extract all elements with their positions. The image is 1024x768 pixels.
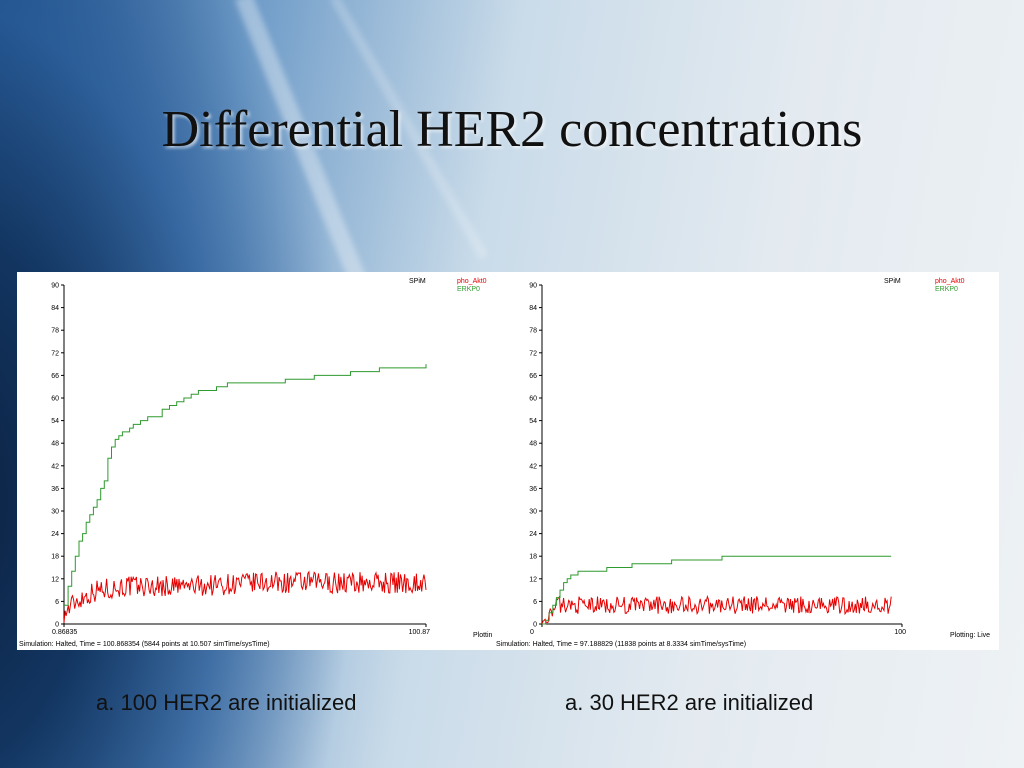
y-tick-label: 54 <box>529 418 537 425</box>
y-tick-label: 66 <box>51 373 59 380</box>
simulation-status-text: Simulation: Halted, Time = 97.188829 (11… <box>496 641 746 648</box>
chart-panel-b: 0 6 12 18 24 30 36 42 48 54 60 66 72 78 84 90 0 100 SPiM ph… <box>494 272 999 650</box>
chart-brand-label: SPiM <box>409 278 426 285</box>
y-tick-label: 36 <box>51 486 59 493</box>
y-tick-label: 0 <box>55 622 59 629</box>
y-tick-label: 72 <box>51 350 59 357</box>
y-tick-label: 60 <box>51 396 59 403</box>
plotting-status-text: Plottin <box>473 632 493 639</box>
caption-b: a. 30 HER2 are initialized <box>565 690 814 715</box>
plotting-status-text: Plotting: Live <box>950 632 990 639</box>
legend-entry-ERKP0: ERKP0 <box>457 286 480 293</box>
y-tick-label: 12 <box>51 576 59 583</box>
y-tick-label: 84 <box>529 305 537 312</box>
chart-a: 0 6 12 18 24 30 36 42 48 54 60 66 72 78 84 90 0.86835 100… <box>19 278 493 648</box>
y-tick-label: 0 <box>533 622 537 629</box>
legend-entry-pho_Akt0: pho_Akt0 <box>935 278 965 285</box>
y-tick-label: 24 <box>529 531 537 538</box>
y-tick-label: 12 <box>529 576 537 583</box>
chart-brand-label: SPiM <box>884 278 901 285</box>
y-tick-label: 6 <box>55 599 59 606</box>
caption-a: a. 100 HER2 are initialized <box>96 690 357 715</box>
y-tick-label: 42 <box>51 463 59 470</box>
y-tick-label: 54 <box>51 418 59 425</box>
x-tick-label: 100.87 <box>409 629 431 636</box>
y-tick-label: 18 <box>51 554 59 561</box>
y-tick-label: 66 <box>529 373 537 380</box>
legend-entry-ERKP0: ERKP0 <box>935 286 958 293</box>
y-tick-label: 48 <box>529 441 537 448</box>
simulation-status-text: Simulation: Halted, Time = 100.868354 (5… <box>19 641 270 648</box>
y-tick-label: 72 <box>529 350 537 357</box>
y-tick-label: 90 <box>529 283 537 290</box>
y-tick-label: 48 <box>51 441 59 448</box>
chart-panel-a: 0 6 12 18 24 30 36 42 48 54 60 66 72 78 84 90 0.86835 100… <box>17 272 495 650</box>
y-tick-label: 6 <box>533 599 537 606</box>
legend-entry-pho_Akt0: pho_Akt0 <box>457 278 487 285</box>
x-tick-label: 100 <box>894 629 906 636</box>
chart-b: 0 6 12 18 24 30 36 42 48 54 60 66 72 78 84 90 0 100 SPiM ph… <box>496 278 990 648</box>
series-pho_Akt0-line <box>63 570 427 623</box>
y-tick-label: 78 <box>51 328 59 335</box>
y-tick-label: 78 <box>529 328 537 335</box>
x-tick-label: 0.86835 <box>52 629 77 636</box>
y-tick-label: 36 <box>529 486 537 493</box>
series-pho_Akt0-line <box>541 594 892 625</box>
y-tick-label: 24 <box>51 531 59 538</box>
y-tick-label: 18 <box>529 554 537 561</box>
x-tick-label: 0 <box>530 629 534 636</box>
y-tick-label: 30 <box>529 509 537 516</box>
slide-title: Differential HER2 concentrations <box>161 101 863 158</box>
y-tick-label: 84 <box>51 305 59 312</box>
y-tick-label: 60 <box>529 396 537 403</box>
y-tick-label: 30 <box>51 509 59 516</box>
series-ERKP0-line <box>542 555 892 625</box>
y-tick-label: 90 <box>51 283 59 290</box>
y-tick-label: 42 <box>529 463 537 470</box>
series-ERKP0-line <box>64 364 427 606</box>
